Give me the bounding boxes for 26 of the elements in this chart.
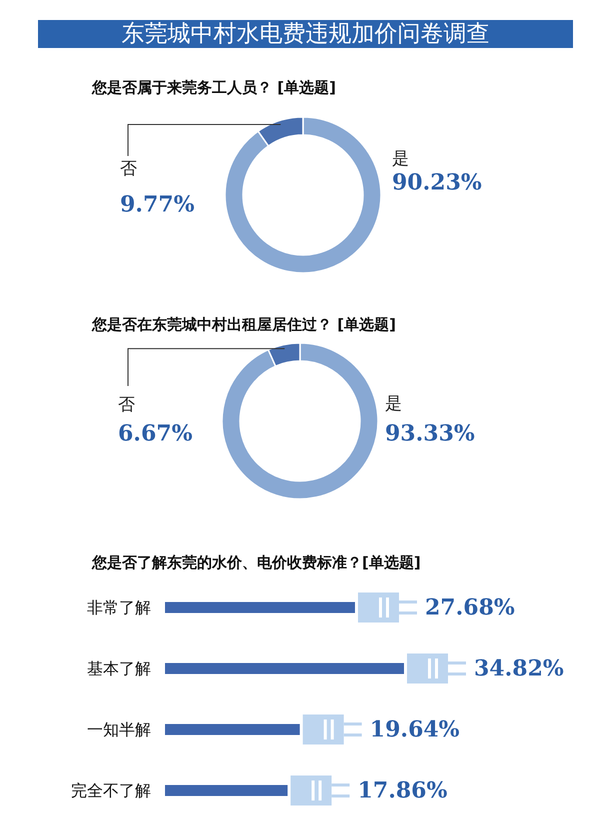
chart-title: 您是否了解东莞的水价、电价收费标准？[单选题] [92,553,421,572]
y-tick-label: 一知半解 [87,720,151,740]
slice-label: 否 [120,159,137,180]
bar [165,602,355,613]
y-tick-label: 非常了解 [87,598,151,618]
data-label: 90.23% [392,169,482,196]
data-label: 6.67% [118,420,192,447]
bar [165,785,288,796]
data-label: 27.68% [424,594,515,620]
slice-label: 否 [118,395,135,416]
chart-title: 您是否在东莞城中村出租屋居住过？ [单选题] [92,315,396,334]
data-label: 17.86% [358,778,448,804]
bar [165,724,300,735]
chart-subtitle: 您是否属于来莞务工人员？ [单选题] [92,78,336,97]
data-label: 9.77% [120,191,194,218]
chart-title: 东莞城中村水电费违规加价问卷调查 [122,20,490,46]
slice-label: 是 [385,394,402,415]
bar [165,663,404,674]
data-label: 34.82% [474,656,564,682]
y-tick-label: 基本了解 [87,659,151,678]
donut-slice [224,116,382,274]
y-tick-label: 完全不了解 [71,781,151,800]
donut-slice [221,342,379,500]
slice-label: 是 [392,149,409,170]
data-label: 19.64% [370,716,460,742]
data-label: 93.33% [385,420,475,447]
